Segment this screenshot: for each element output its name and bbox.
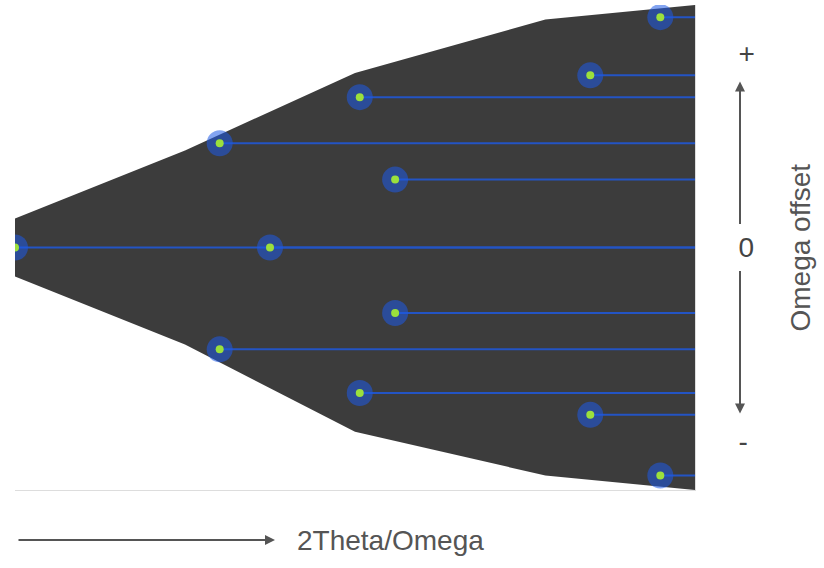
svg-text:+: + (739, 38, 755, 69)
svg-text:-: - (739, 426, 748, 457)
svg-text:0: 0 (739, 232, 755, 263)
svg-text:Omega offset: Omega offset (785, 164, 816, 332)
svg-text:2Theta/Omega: 2Theta/Omega (297, 525, 484, 556)
